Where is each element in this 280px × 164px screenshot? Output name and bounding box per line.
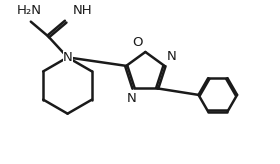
Text: O: O (133, 36, 143, 49)
Text: NH: NH (73, 4, 93, 17)
Text: N: N (63, 51, 73, 64)
Text: N: N (167, 50, 176, 63)
Text: N: N (127, 92, 137, 105)
Text: H₂N: H₂N (17, 4, 42, 17)
